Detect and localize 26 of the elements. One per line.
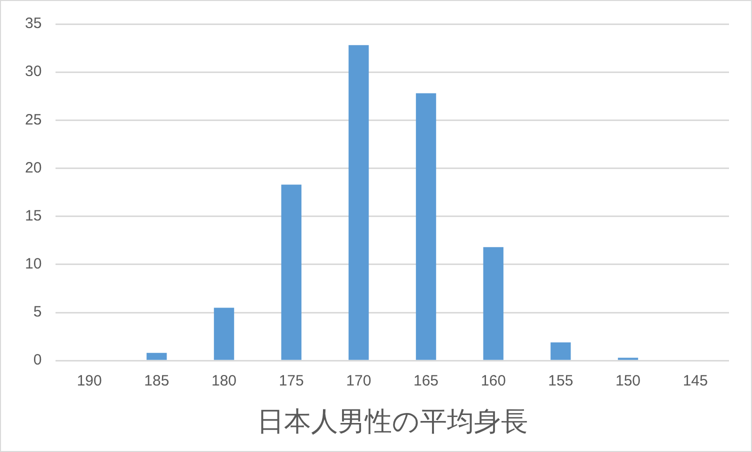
bar: [550, 342, 571, 360]
bar: [348, 45, 369, 360]
y-tick-label: 35: [24, 15, 42, 32]
x-tick-label: 160: [480, 372, 506, 390]
bar: [281, 184, 302, 360]
bar: [146, 352, 167, 360]
y-tick-label: 25: [24, 111, 42, 128]
y-tick-label: 20: [24, 159, 42, 176]
y-tick-label: 30: [24, 63, 42, 80]
bar: [416, 93, 436, 360]
y-tick-label: 5: [33, 304, 42, 321]
x-tick-label: 185: [144, 372, 170, 390]
x-tick-label: 145: [682, 372, 708, 390]
bar: [483, 247, 504, 360]
x-axis-title: 日本人男性の平均身長: [256, 406, 528, 436]
x-tick-label: 190: [76, 372, 102, 390]
x-tick-label: 165: [413, 372, 439, 390]
y-tick-label: 0: [33, 352, 42, 369]
y-tick-label: 10: [24, 256, 42, 273]
x-tick-label: 170: [346, 372, 372, 390]
y-tick-label: 15: [24, 207, 42, 224]
x-tick-label: 150: [615, 372, 641, 390]
x-tick-label: 180: [212, 372, 237, 390]
bar: [214, 308, 234, 360]
x-tick-label: 175: [278, 372, 304, 390]
x-tick-label: 155: [548, 372, 574, 390]
